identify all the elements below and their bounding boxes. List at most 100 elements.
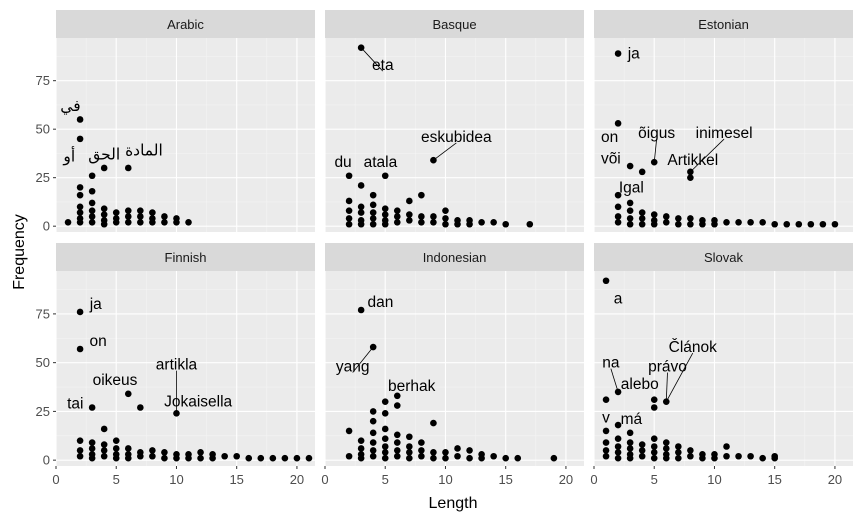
data-point (112, 219, 120, 226)
data-point (88, 445, 96, 452)
data-point (406, 211, 413, 218)
data-point (614, 219, 622, 226)
data-point (88, 454, 96, 462)
data-point (88, 172, 96, 180)
word-label: atala (364, 154, 398, 171)
data-point (650, 211, 658, 218)
data-point (100, 447, 108, 454)
data-point (638, 452, 646, 460)
data-point (662, 398, 670, 405)
data-point (100, 441, 108, 448)
word-label: أو (62, 145, 75, 166)
data-point (64, 219, 72, 226)
word-label: a (614, 290, 623, 307)
x-tick-label: 0 (321, 472, 328, 487)
data-point (783, 220, 791, 228)
word-label: eskubidea (421, 129, 492, 146)
data-point (100, 164, 108, 172)
data-point (149, 452, 156, 460)
data-point (711, 220, 718, 228)
data-point (100, 211, 108, 218)
data-point (357, 220, 365, 228)
word-label: artikla (156, 357, 198, 374)
data-point (233, 452, 240, 460)
data-point (626, 162, 634, 170)
data-point (418, 191, 425, 199)
x-tick-label: 5 (651, 472, 658, 487)
data-point (795, 220, 803, 228)
data-point (381, 211, 389, 218)
data-point (602, 277, 610, 285)
data-point (293, 454, 301, 462)
data-point (393, 392, 401, 400)
data-point (406, 433, 413, 441)
word-label: في (60, 98, 80, 116)
data-point (406, 454, 413, 462)
data-point (602, 396, 610, 404)
data-point (100, 452, 108, 460)
data-point (381, 398, 389, 405)
word-label: Igal (619, 179, 644, 196)
data-point (112, 445, 120, 452)
data-point (687, 220, 694, 228)
word-label: Článok (669, 339, 717, 356)
data-point (418, 447, 425, 454)
data-point (76, 345, 84, 353)
y-tick-label: 0 (43, 453, 50, 468)
data-point (393, 439, 401, 446)
data-point (76, 437, 84, 444)
data-point (76, 191, 84, 199)
data-point (149, 209, 156, 216)
data-point (100, 205, 108, 213)
data-point (514, 454, 522, 462)
data-point (638, 441, 646, 448)
facet-strip (325, 10, 584, 38)
data-point (418, 439, 425, 446)
data-point (735, 452, 742, 460)
word-label: المادة (125, 143, 163, 160)
data-point (88, 199, 96, 207)
data-point (393, 431, 401, 439)
data-point (406, 197, 413, 205)
data-point (819, 220, 827, 228)
word-label: du (334, 154, 351, 171)
data-point (490, 452, 497, 460)
data-point (602, 452, 610, 460)
y-tick-label: 25 (36, 170, 50, 185)
data-point (100, 425, 108, 433)
word-label: ja (89, 296, 102, 313)
x-tick-label: 15 (767, 472, 781, 487)
data-point (406, 217, 413, 224)
data-point (747, 452, 754, 460)
data-point (675, 215, 682, 222)
data-point (357, 182, 365, 189)
data-point (369, 201, 377, 209)
data-point (88, 213, 96, 220)
data-point (161, 449, 168, 456)
data-point (418, 452, 425, 460)
label-leader-line (653, 139, 658, 163)
data-point (137, 404, 144, 411)
data-point (478, 454, 485, 462)
data-point (369, 209, 377, 216)
word-label: alebo (621, 376, 659, 393)
data-point (381, 425, 389, 433)
data-point (626, 215, 634, 222)
data-point (345, 207, 353, 214)
data-point (626, 445, 634, 452)
data-point (502, 220, 509, 228)
data-point (759, 219, 766, 226)
data-point (442, 449, 449, 456)
label-leader-line (352, 346, 374, 373)
data-point (345, 197, 353, 205)
x-tick-label: 0 (52, 472, 59, 487)
data-point (245, 454, 253, 462)
y-tick-label: 75 (36, 73, 50, 88)
data-point (209, 454, 216, 462)
label-leader-line (433, 142, 457, 161)
data-point (357, 203, 365, 211)
x-tick-label: 5 (113, 472, 120, 487)
data-point (357, 454, 365, 462)
x-tick-label: 5 (382, 472, 389, 487)
x-axis-label: Length (429, 495, 478, 512)
